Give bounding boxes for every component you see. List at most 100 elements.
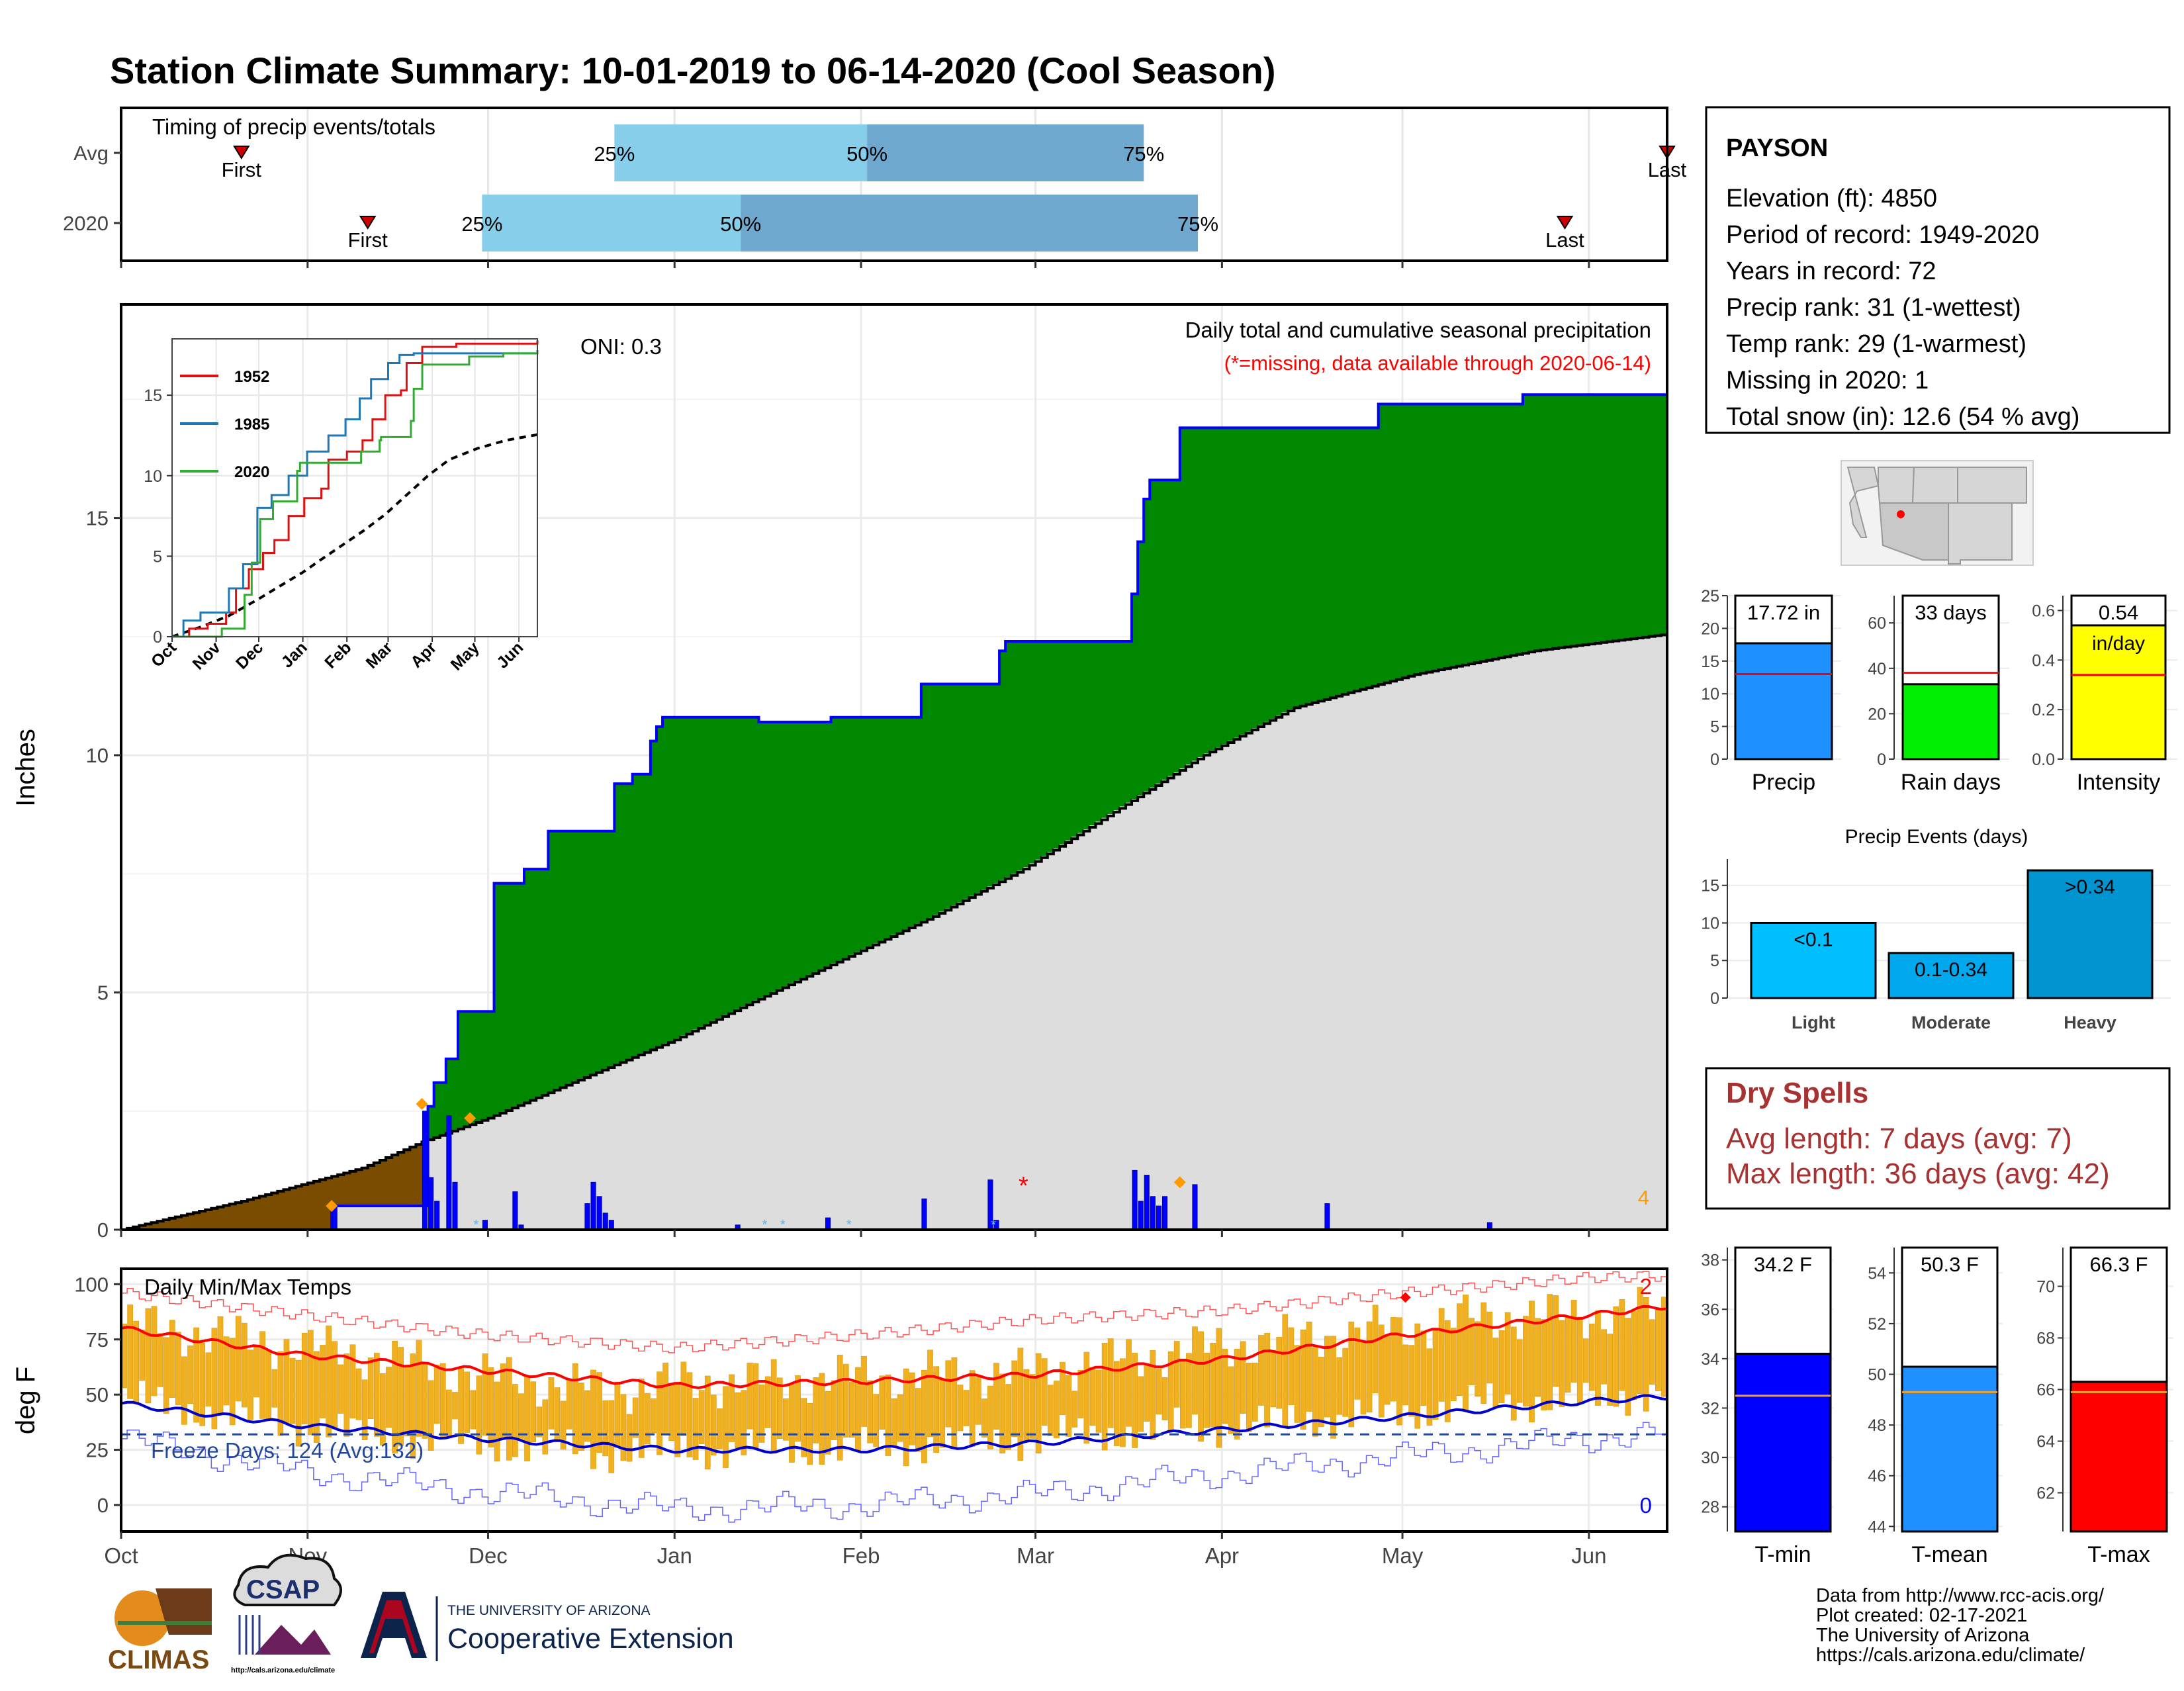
tstat-t-mean-y-tick-label: 52	[1868, 1315, 1886, 1334]
temp-frame	[120, 1267, 1668, 1533]
precip-events-chart: Precip Events (days) 0 5 10 15 <0.1 Light 0.1-…	[1701, 826, 2171, 1032]
inset-x-tick-label: Jun	[493, 638, 527, 672]
temp-daily-bar	[975, 1377, 981, 1425]
temp-daily-bar	[1023, 1369, 1030, 1441]
inset-y-tick-label: 10	[144, 467, 162, 486]
temp-daily-bar	[386, 1367, 392, 1428]
daily-precip-bar	[590, 1181, 596, 1230]
temp-gridlines	[120, 1269, 1667, 1531]
temp-daily-bar	[1192, 1326, 1198, 1415]
temp-daily-bar	[380, 1373, 386, 1445]
station-info-box: PAYSON Elevation (ft): 4850 Period of re…	[1705, 106, 2171, 434]
temp-daily-bar	[1264, 1333, 1270, 1428]
daily-precip-bar	[602, 1212, 608, 1230]
temp-daily-bar	[1360, 1341, 1367, 1415]
inset-x-tick-label: Mar	[362, 638, 396, 672]
temp-daily-bar	[1619, 1299, 1625, 1391]
daily-precip-bar	[446, 1115, 452, 1230]
daily-precip-bar	[1132, 1169, 1138, 1230]
temp-daily-bar	[1107, 1338, 1114, 1428]
inset-gridlines	[171, 339, 537, 637]
temp-daily-bar	[849, 1382, 855, 1438]
temp-daily-bar	[1450, 1328, 1457, 1401]
temp-daily-bar	[783, 1398, 789, 1441]
temp-daily-bar	[837, 1355, 843, 1461]
daily-precip-bar	[921, 1198, 927, 1230]
temp-daily-bar	[1150, 1350, 1156, 1440]
temp-y-tick-label: 75	[86, 1328, 109, 1351]
temp-daily-bar	[1354, 1327, 1361, 1400]
station-line-snow: Total snow (in): 12.6 (54 % avg)	[1726, 403, 2079, 431]
temp-daily-bar	[674, 1382, 681, 1457]
temp-daily-bar	[512, 1384, 518, 1457]
temp-daily-bar	[861, 1355, 867, 1427]
temp-daily-bar	[1017, 1348, 1024, 1461]
dry-spells-title: Dry Spells	[1726, 1077, 1868, 1109]
temp-daily-bar	[1216, 1328, 1222, 1448]
temp-daily-bar	[1408, 1345, 1415, 1417]
timing-bar-q2	[741, 195, 1199, 251]
temp-daily-bar	[1066, 1375, 1071, 1437]
temp-daily-bar	[885, 1374, 891, 1456]
temp-daily-bar	[602, 1400, 609, 1457]
events-bar-light	[1750, 921, 1877, 999]
temp-daily-bar	[566, 1379, 572, 1430]
tstat-t-max-y-tick-label: 62	[2036, 1485, 2055, 1503]
credits: Data from http://www.rcc-acis.org/ Plot …	[1816, 1585, 2105, 1666]
temp-daily-bar	[758, 1385, 765, 1443]
temp-daily-bar	[801, 1398, 807, 1457]
stat-precip-category-label: Precip	[1752, 770, 1815, 795]
temp-x-tick-label: Oct	[104, 1543, 138, 1568]
temp-daily-bar	[686, 1372, 693, 1457]
temp-x-tick-label: Dec	[469, 1543, 508, 1568]
csap-wordmark: CSAP	[246, 1575, 320, 1604]
temp-daily-bar	[1463, 1295, 1469, 1412]
stat-intensity-category-label: Intensity	[2077, 770, 2161, 795]
temp-daily-bar	[151, 1306, 158, 1396]
temp-daily-bar	[295, 1359, 302, 1447]
temp-daily-bar	[1637, 1287, 1643, 1394]
credit-plot-created: Plot created: 02-17-2021	[1816, 1605, 2027, 1626]
freeze-days-label: Freeze Days: 124 (Avg:132)	[151, 1438, 424, 1463]
daily-precip-bar	[428, 1177, 434, 1230]
daily-precip-bar	[825, 1217, 831, 1230]
climas-sun-shape	[114, 1590, 170, 1646]
heavy-event-marker	[464, 1112, 477, 1124]
tstat-t-min-y-tick-label: 32	[1701, 1399, 1719, 1418]
map-california-shape	[1846, 467, 1880, 538]
temp-daily-bar	[747, 1362, 753, 1430]
inset-y-tick-label: 0	[153, 628, 162, 647]
temp-daily-bar	[1582, 1338, 1589, 1383]
avg-cumulative-area	[121, 634, 1667, 1230]
temp-daily-bar	[1077, 1369, 1084, 1418]
temp-daily-bar	[560, 1400, 567, 1450]
station-line-precip-rank: Precip rank: 31 (1-wettest)	[1726, 294, 2021, 322]
timing-q75-label: 75%	[1177, 212, 1218, 236]
daily-precip-bar	[452, 1181, 458, 1230]
station-line-temp-rank: Temp rank: 29 (1-warmest)	[1726, 330, 2026, 358]
temp-daily-bar	[338, 1364, 344, 1414]
temp-daily-bar	[1156, 1369, 1162, 1415]
timing-q50-label: 50%	[846, 142, 887, 165]
temp-daily-bar	[1342, 1348, 1349, 1417]
daily-precip-bar	[1324, 1203, 1330, 1230]
temp-daily-bar	[542, 1399, 549, 1455]
temp-daily-bar	[1504, 1312, 1511, 1394]
stat-precip-y-tick-label: 25	[1701, 587, 1719, 606]
temp-daily-bar	[1523, 1316, 1529, 1406]
temp-daily-bar	[987, 1385, 993, 1449]
temp-daily-bar	[1258, 1335, 1264, 1406]
temp-daily-bar	[1179, 1358, 1186, 1429]
temp-daily-bar	[921, 1369, 927, 1463]
temp-daily-bar	[536, 1406, 543, 1438]
temp-daily-bar	[789, 1384, 795, 1463]
precip-corner-label: 4	[1638, 1186, 1649, 1209]
stat-precip-y-tick-label: 20	[1701, 619, 1719, 638]
temp-daily-bar	[729, 1374, 735, 1442]
precip-y-tick-label: 5	[97, 982, 109, 1005]
timing-q25-label: 25%	[594, 142, 635, 165]
temp-daily-bar	[1486, 1311, 1493, 1384]
tstat-t-min-y-tick-label: 36	[1701, 1301, 1719, 1319]
